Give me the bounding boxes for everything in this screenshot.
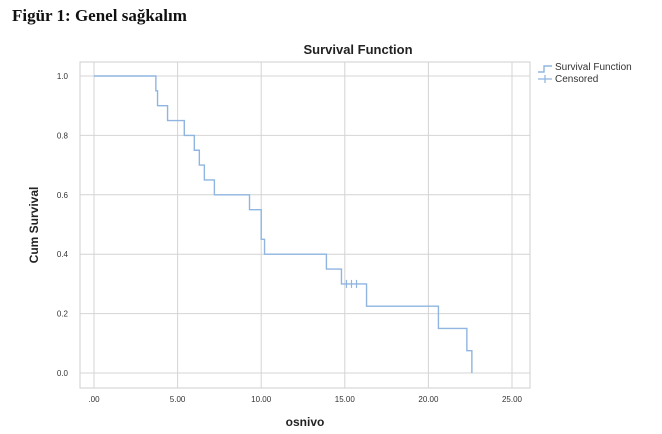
x-tick-label: 10.00 [251, 395, 272, 404]
y-ticks: 0.0 0.2 0.4 0.6 0.8 1.0 [57, 72, 69, 378]
legend-swatch-survival [538, 65, 552, 73]
y-tick-label: 0.0 [57, 369, 69, 378]
y-tick-label: 0.4 [57, 250, 69, 259]
y-tick-label: 0.2 [57, 310, 69, 319]
y-tick-label: 1.0 [57, 72, 69, 81]
x-tick-label: 15.00 [335, 395, 356, 404]
censor-marks [345, 279, 358, 288]
y-tick-label: 0.8 [57, 131, 69, 140]
legend-label-survival: Survival Function [555, 62, 632, 73]
legend-label-censored: Censored [555, 74, 598, 85]
x-ticks: .00 5.00 10.00 15.00 20.00 25.00 [88, 395, 522, 404]
survival-function-line [94, 75, 473, 373]
x-tick-label: 5.00 [170, 395, 186, 404]
legend-swatch-censored [538, 75, 552, 83]
y-tick-label: 0.6 [57, 191, 69, 200]
x-tick-label: .00 [88, 395, 100, 404]
x-axis-label: osnivo [286, 415, 325, 429]
x-tick-label: 25.00 [502, 395, 523, 404]
plot-area [79, 61, 531, 389]
y-axis-label: Cum Survival [27, 187, 41, 264]
survival-curve-group [94, 75, 473, 373]
figure-caption: Figür 1: Genel sağkalım [12, 6, 187, 25]
x-tick-label: 20.00 [418, 395, 439, 404]
chart-title: Survival Function [303, 42, 412, 57]
